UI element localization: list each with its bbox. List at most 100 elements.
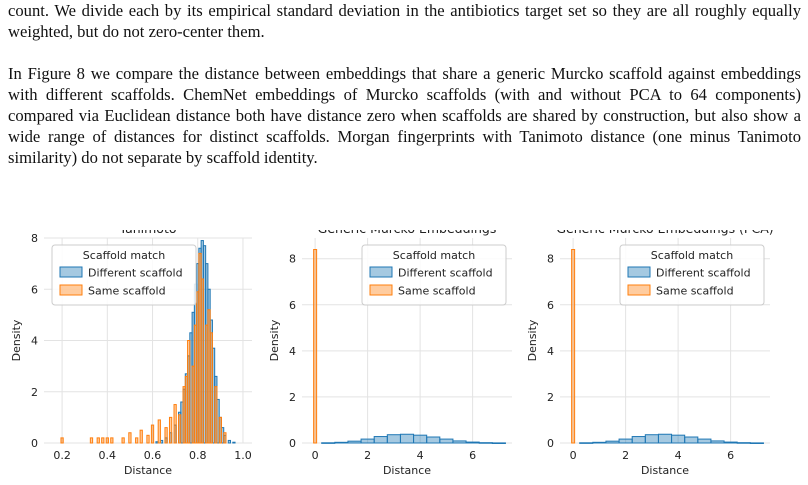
panel-3-ytick-label: 0 xyxy=(547,437,554,450)
panel-1-same-bar xyxy=(223,432,227,444)
panel-3-xtick-label: 2 xyxy=(622,449,629,462)
panel-3-different-bar xyxy=(749,442,764,444)
panel-1-same-bar xyxy=(157,419,161,444)
panel-3-different-bar xyxy=(684,436,699,444)
panel-1-xtick-label: 0.2 xyxy=(53,449,71,462)
panel-1-xlabel: Distance xyxy=(124,464,172,477)
panel-3-ytick-label: 2 xyxy=(547,391,554,404)
panel-2-different-bar xyxy=(334,441,349,444)
panel-3-legend xyxy=(619,244,765,306)
panel-2-different-bar xyxy=(465,441,480,444)
panel-1-xtick-label: 0.8 xyxy=(189,449,207,462)
panel-2-different-bar xyxy=(426,436,441,444)
panel-3-legend-swatch xyxy=(627,266,651,278)
panel-2-title: Generic Murcko Embeddings xyxy=(318,230,497,236)
panel-3-legend-entry: Different scaffold xyxy=(656,267,751,280)
panel-3-ytick-label: 8 xyxy=(547,253,554,266)
panel-1-different-bar xyxy=(227,439,232,444)
panel-3-legend-entry: Same scaffold xyxy=(656,285,734,298)
paragraph-2: In Figure 8 we compare the distance betw… xyxy=(8,64,801,167)
panel-3-different-bar xyxy=(723,441,738,444)
panel-2-different-bar xyxy=(452,440,467,444)
panel-3-ytick-label: 4 xyxy=(547,345,554,358)
panel-1-same-bar xyxy=(200,278,204,444)
panel-1-legend-swatch xyxy=(59,266,83,278)
panel-2-different-bar xyxy=(360,438,375,444)
panel-1-same-bar xyxy=(150,424,155,444)
panel-3-same-bar xyxy=(571,249,576,444)
panel-1-legend xyxy=(51,244,197,306)
panel-3-legend-swatch xyxy=(627,284,651,296)
panel-2-ytick-label: 0 xyxy=(289,437,296,450)
panel-2-xlabel: Distance xyxy=(383,464,431,477)
panel-2-ytick-label: 4 xyxy=(289,345,296,358)
panel-2-ytick-label: 8 xyxy=(289,253,296,266)
panel-1-same-bar xyxy=(121,437,125,444)
panel-1-same-bar xyxy=(128,432,132,444)
panel-1-title: Tanimoto xyxy=(119,230,177,236)
panel-3-different-bar xyxy=(592,441,607,444)
panel-2-legend-entry: Different scaffold xyxy=(398,267,493,280)
panel-3-different-bar xyxy=(697,438,712,444)
panel-3-different-bar xyxy=(657,433,673,444)
panel-2-legend-entry: Same scaffold xyxy=(398,285,476,298)
panel-2-ylabel: Density xyxy=(268,319,281,361)
panel-1-same-bar xyxy=(105,437,109,444)
panel-1-same-bar xyxy=(146,434,150,444)
panel-3-ylabel: Density xyxy=(526,319,539,361)
panel-1-ytick-label: 6 xyxy=(31,283,38,296)
panel-1-ytick-label: 8 xyxy=(31,232,38,245)
panel-2-xtick-label: 4 xyxy=(417,449,424,462)
panel-1-same-bar xyxy=(96,437,100,444)
panel-1-same-bar xyxy=(173,404,177,444)
panel-2-different-bar xyxy=(399,433,415,444)
panel-3-xtick-label: 6 xyxy=(727,449,734,462)
panel-1-legend-entry: Different scaffold xyxy=(88,267,183,280)
panel-1-ytick-label: 2 xyxy=(31,386,38,399)
panel-2-legend xyxy=(361,244,507,306)
panel-3-different-bar xyxy=(579,442,594,444)
panel-1-legend-title: Scaffold match xyxy=(83,249,165,262)
panel-1-ytick-label: 0 xyxy=(31,437,38,450)
panel-2-legend-swatch xyxy=(369,284,393,296)
panel-2-different-bar xyxy=(321,442,336,444)
panel-3-title: Generic Murcko Embeddings (PCA) xyxy=(556,230,773,236)
panel-2-same-bar xyxy=(313,249,318,444)
panel-2-different-bar xyxy=(373,436,388,444)
panel-1-same-bar xyxy=(209,332,213,444)
panel-2-legend-title: Scaffold match xyxy=(393,249,475,262)
panel-2-different-bar xyxy=(478,442,493,444)
panel-1-ytick-label: 4 xyxy=(31,335,38,348)
panel-2-different-bar xyxy=(347,440,362,444)
panel-1-same-bar xyxy=(178,414,182,444)
panel-2-xtick-label: 6 xyxy=(469,449,476,462)
panel-1-legend-entry: Same scaffold xyxy=(88,285,166,298)
figure-8: 0.2 0.4 0.6 0.8 1.0 0 2 4 6 8 Tanimoto Distance Dens… xyxy=(10,230,774,477)
panel-2-ytick-label: 6 xyxy=(289,299,296,312)
panel-3-different-bar xyxy=(710,440,725,444)
panel-2-xtick-label: 2 xyxy=(364,449,371,462)
panel-3-xtick-label: 4 xyxy=(675,449,682,462)
panel-1-same-bar xyxy=(139,429,143,444)
panel-1-different-bar xyxy=(232,441,236,444)
panel-1-same-bar xyxy=(214,386,218,444)
panel-2-different-bar xyxy=(413,434,428,444)
panel-2-different-bar xyxy=(439,438,454,444)
panel-1-legend-swatch xyxy=(59,284,83,296)
panel-1-same-bar xyxy=(218,416,222,444)
panel-3-different-bar xyxy=(736,442,751,444)
panel-2-different-bar xyxy=(491,442,506,444)
panel-3-xlabel: Distance xyxy=(641,464,689,477)
panel-3-different-bar xyxy=(671,434,686,444)
panel-2-xtick-label: 0 xyxy=(312,449,319,462)
panel-1-xtick-label: 0.6 xyxy=(144,449,162,462)
panel-2-different-bar xyxy=(386,434,401,444)
panel-1-same-bar xyxy=(60,437,64,444)
panel-3-ytick-label: 6 xyxy=(547,299,554,312)
panel-3-different-bar xyxy=(618,438,633,444)
panel-1-same-bar xyxy=(164,427,168,444)
panel-3-different-bar xyxy=(605,440,620,444)
panel-2-ytick-label: 2 xyxy=(289,391,296,404)
panel-1-same-bar xyxy=(89,437,94,444)
panel-2-legend-swatch xyxy=(369,266,393,278)
